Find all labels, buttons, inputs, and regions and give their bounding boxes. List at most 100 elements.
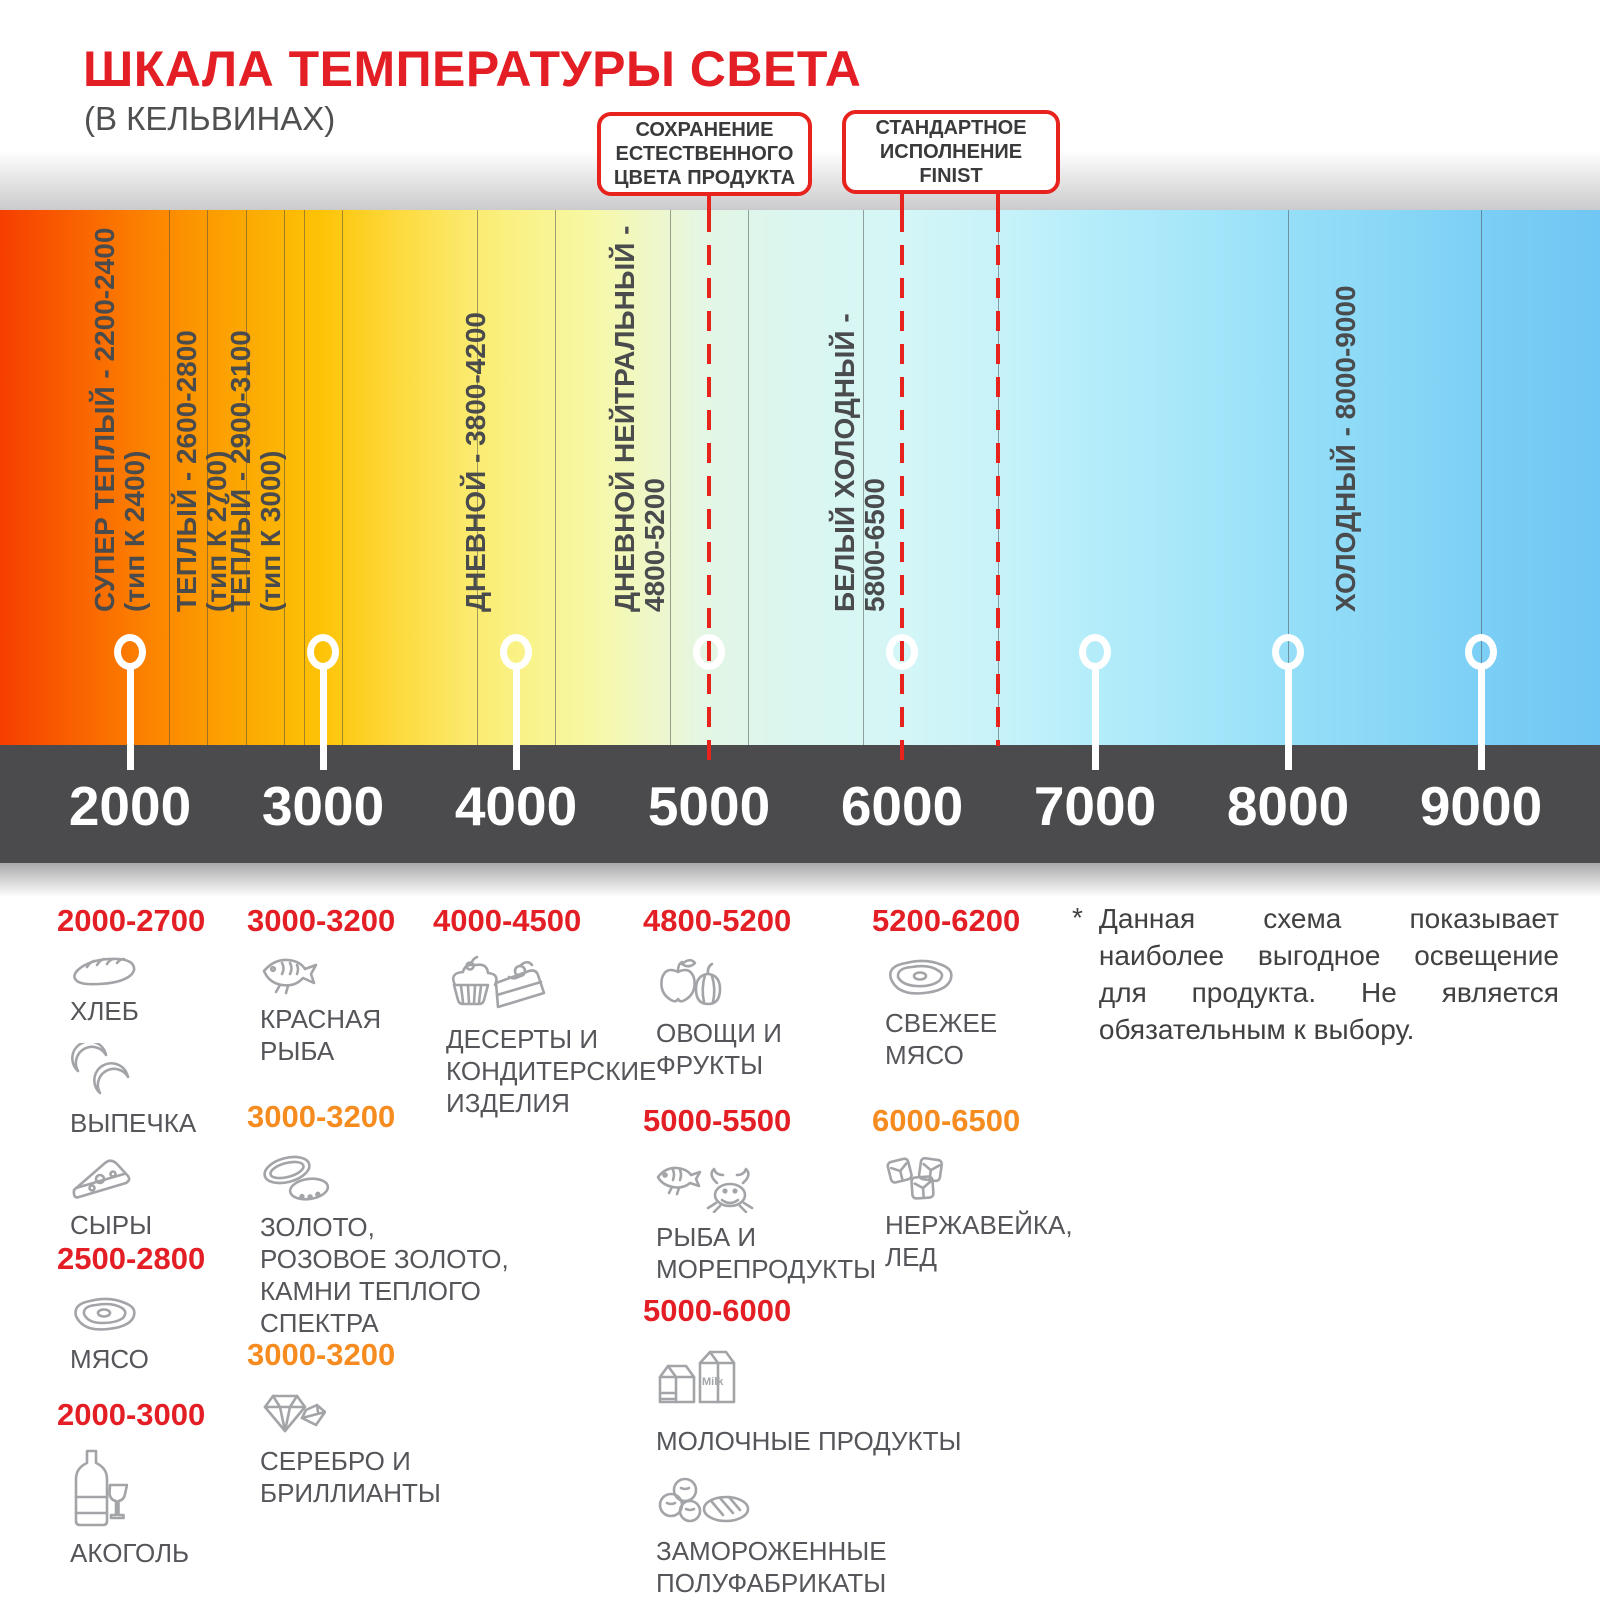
diamonds-icon [263,1394,326,1433]
legend-block: 3000-3200 ЗОЛОТО, РОЗОВОЕ ЗОЛОТО, КАМНИ … [247,1099,509,1349]
frozen-icon [658,1477,750,1523]
boundary-5800 [863,210,864,745]
milk-icon: Milk [658,1350,736,1404]
zone-label-white-cold: БЕЛЫЙ ХОЛОДНЫЙ -5800-6500 [829,313,890,612]
seafood-icon [656,1166,754,1213]
product-label: СЫРЫ [70,1210,153,1240]
list-item: ЗОЛОТО, РОЗОВОЕ ЗОЛОТО, КАМНИ ТЕПЛОГО СП… [247,1151,509,1339]
legend-block: 3000-3200 КРАСНАЯ РЫБА [247,903,395,1077]
list-item: АКОГОЛЬ [57,1449,205,1569]
list-item: МЯСО [57,1293,205,1375]
legend-block: 4000-4500 ДЕСЕРТЫ И КОНДИТЕРСКИЕ ИЗДЕЛИЯ [433,903,656,1129]
temp-range: 4000-4500 [433,903,582,938]
tick-label: 5000 [647,775,771,837]
guide-stem-6000 [900,192,904,212]
product-label: НЕРЖАВЕЙКА, ЛЕД [885,1210,1073,1272]
boundary-9000 [1481,210,1482,745]
callout-natural-color: СОХРАНЕНИЕ ЕСТЕСТВЕННОГО ЦВЕТА ПРОДУКТА [597,112,812,196]
cheese-icon [72,1159,131,1199]
boundary-5200 [748,210,749,745]
temp-range: 3000-3200 [247,1099,396,1134]
zone-label-daylight: ДНЕВНОЙ - 3800-4200 [460,312,491,612]
product-label: АКОГОЛЬ [70,1538,190,1568]
temp-range: 6000-6500 [872,1103,1021,1138]
page-subtitle: (В КЕЛЬВИНАХ) [84,100,336,137]
tick-marker [1272,634,1304,670]
product-label: ХЛЕБ [70,996,139,1026]
tick-marker [1465,634,1497,670]
boundary-2800 [284,210,285,745]
zone-label-daylight-neutral: ДНЕВНОЙ НЕЙТРАЛЬНЫЙ -4800-5200 [609,225,670,612]
guide-dashed-5000 [707,212,711,771]
list-item: ВЫПЕЧКА [57,1043,205,1139]
list-item: ЗАМОРОЖЕННЫЕ ПОЛУФАБРИКАТЫ [643,1473,962,1599]
boundary-2200 [169,210,170,745]
product-label: СЕРЕБРО И БРИЛЛИАНТЫ [260,1446,441,1508]
legend-block: 2000-2700 ХЛЕБ ВЫПЕЧКА СЫРЫ [57,903,205,1251]
callout-finist-standard: СТАНДАРТНОЕ ИСПОЛНЕНИЕ FINIST [842,110,1060,194]
list-item: СВЕЖЕЕ МЯСО [872,955,1020,1071]
boundary-4200 [555,210,556,745]
zone-label-warm-3000: ТЕПЛЫЙ - 2900-3100 (тип К 3000) [225,330,286,612]
tick-stem [126,666,134,770]
steak-icon [74,1297,136,1331]
tick-stem [1284,666,1292,770]
temp-range: 5200-6200 [872,903,1021,938]
ice-icon [886,1156,944,1200]
product-label: РЫБА И МОРЕПРОДУКТЫ [656,1222,877,1284]
boundary-8000 [1288,210,1289,745]
tick-label: 7000 [1033,775,1157,837]
legend-block: 5200-6200 СВЕЖЕЕ МЯСО [872,903,1020,1081]
tick-stem [512,666,520,770]
boundary-2900 [304,210,305,745]
temp-range: 4800-5200 [643,903,792,938]
list-item: РЫБА И МОРЕПРОДУКТЫ [643,1155,876,1285]
product-label: ДЕСЕРТЫ И КОНДИТЕРСКИЕ ИЗДЕЛИЯ [446,1024,657,1118]
tick-marker [500,634,532,670]
list-item: ДЕСЕРТЫ И КОНДИТЕРСКИЕ ИЗДЕЛИЯ [433,955,656,1119]
legend-block: 4800-5200 ОВОЩИ И ФРУКТЫ [643,903,791,1091]
guide-dashed-6000 [900,212,904,771]
legend-block: 5000-6000 Milk МОЛОЧНЫЕ ПРОДУКТЫ ЗАМ [643,1293,962,1600]
zone-label-warm-2700: ТЕПЛЫЙ - 2600-2800 (тип К 2700) [171,330,232,612]
tick-label: 3000 [261,775,385,837]
legend-block: 3000-3200 СЕРЕБРО И БРИЛЛИАНТЫ [247,1337,441,1519]
zone-label-super-warm: СУПЕР ТЕПЛЫЙ - 2200-2400 (тип К 2400) [89,227,150,612]
temp-range: 2000-2700 [57,903,206,938]
bottom-shadow-band [0,863,1600,897]
temp-range: 2000-3000 [57,1397,206,1432]
tick-stem [1091,666,1099,770]
tick-label: 8000 [1226,775,1350,837]
boundary-3100 [342,210,343,745]
temp-range: 2500-2800 [57,1241,206,1276]
svg-text:Milk: Milk [702,1376,724,1388]
page-title: ШКАЛА ТЕМПЕРАТУРЫ СВЕТА [83,41,862,97]
boundary-2400 [207,210,208,745]
list-item: НЕРЖАВЕЙКА, ЛЕД [872,1155,1073,1273]
tick-marker [114,634,146,670]
vegetables-icon [660,958,722,1006]
zone-label-cold: ХОЛОДНЫЙ - 8000-9000 [1330,285,1361,612]
croissant-icon [71,1043,130,1095]
list-item: СЫРЫ [57,1155,205,1241]
boundary-2600 [246,210,247,745]
list-item: КРАСНАЯ РЫБА [247,955,395,1067]
fresh-meat-icon [889,959,953,995]
product-label: ВЫПЕЧКА [70,1108,197,1138]
fish-icon [262,958,318,995]
guide-stem-6500 [996,192,1000,212]
temp-range: 3000-3200 [247,1337,396,1372]
product-label: КРАСНАЯ РЫБА [260,1004,382,1066]
temp-range: 3000-3200 [247,903,396,938]
tick-label: 2000 [68,775,192,837]
list-item: ОВОЩИ И ФРУКТЫ [643,955,791,1081]
tick-stem [319,666,327,770]
guide-stem-5000 [707,194,711,212]
tick-marker [307,634,339,670]
product-label: СВЕЖЕЕ МЯСО [885,1008,998,1070]
product-label: ОВОЩИ И ФРУКТЫ [656,1018,782,1080]
bread-icon [73,957,136,986]
list-item: ХЛЕБ [57,955,205,1027]
list-item: СЕРЕБРО И БРИЛЛИАНТЫ [247,1389,441,1509]
